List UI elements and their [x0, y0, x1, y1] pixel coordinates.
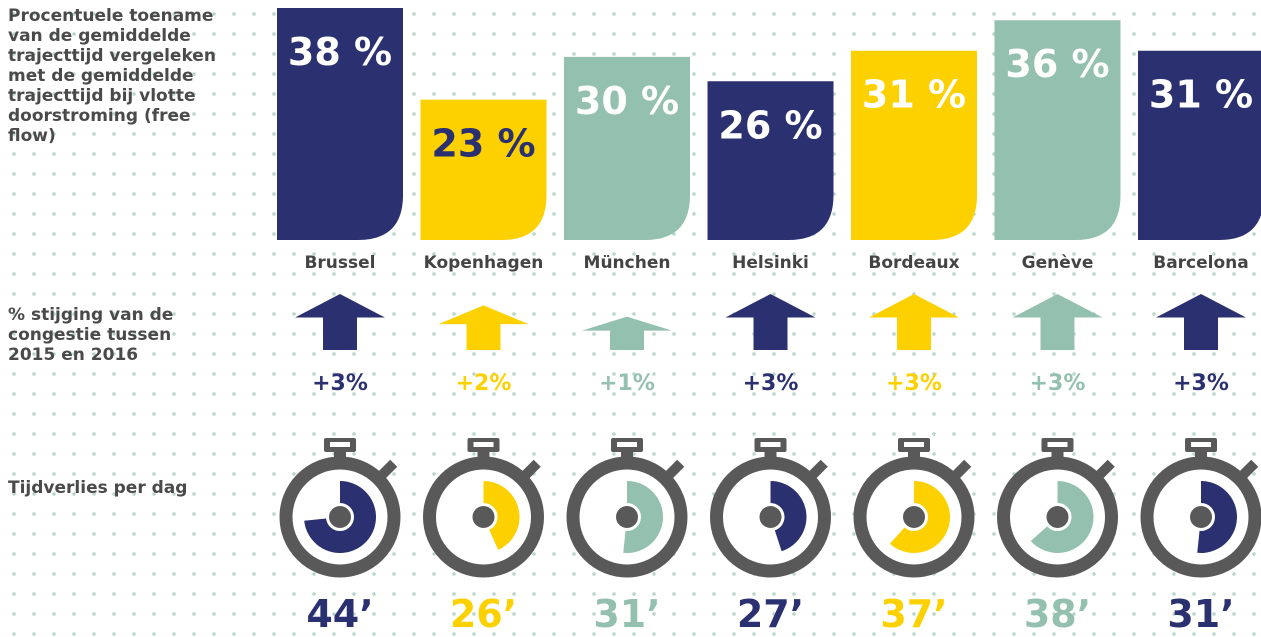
- time-arc: [1030, 480, 1094, 554]
- arrow-label: +2%: [456, 371, 512, 396]
- time-label: 44’: [306, 592, 373, 636]
- arrow: [1012, 294, 1103, 350]
- stopwatch-button: [665, 459, 685, 479]
- arrow-label: +3%: [886, 371, 942, 396]
- bar-label: 31 %: [1149, 73, 1253, 117]
- time-label: 27’: [737, 592, 804, 636]
- row-label: % stijging van de congestie tussen 2015 …: [8, 305, 174, 365]
- bar-label: 26 %: [718, 103, 822, 147]
- stopwatch-knob-line: [760, 442, 781, 447]
- time-arc: [483, 481, 520, 550]
- arrow-label: +3%: [1030, 371, 1086, 396]
- stopwatch-center: [616, 506, 638, 528]
- arrow: [582, 316, 672, 350]
- stopwatch-center: [1190, 506, 1212, 528]
- row-label: Procentuele toename van de gemiddelde tr…: [8, 6, 216, 146]
- bar-label: 36 %: [1005, 42, 1109, 86]
- stopwatch-knob-line: [1191, 442, 1211, 447]
- city-label: Brussel: [304, 253, 375, 273]
- bar: [564, 56, 690, 241]
- stopwatch-knob-line: [904, 442, 924, 447]
- arrow-label: +3%: [1173, 371, 1229, 396]
- bar: [707, 81, 834, 241]
- arrow: [869, 294, 959, 350]
- time-arc: [304, 481, 376, 554]
- arrow-label: +3%: [743, 371, 799, 396]
- city-label: Barcelona: [1153, 253, 1249, 273]
- arrow: [1156, 294, 1246, 350]
- stopwatch-knob-line: [330, 442, 350, 447]
- time-label: 37’: [880, 592, 947, 636]
- city-label: Bordeaux: [868, 253, 959, 273]
- stopwatch-button: [1096, 459, 1115, 479]
- stopwatch-center: [903, 506, 925, 528]
- row-label: Tijdverlies per dag: [8, 478, 188, 498]
- city-label: München: [584, 253, 671, 273]
- stopwatch-knob-line: [473, 442, 494, 447]
- bar-label: 38 %: [288, 30, 392, 74]
- time-arc: [623, 481, 663, 553]
- bar: [994, 20, 1121, 240]
- arrow: [295, 294, 385, 350]
- city-label: Kopenhagen: [424, 253, 544, 273]
- bar: [420, 99, 547, 240]
- bar-label: 30 %: [575, 79, 679, 123]
- arrow-label: +3%: [312, 371, 368, 396]
- stopwatch-center: [472, 506, 495, 528]
- arrow: [725, 294, 816, 350]
- stopwatch-knob-line: [617, 442, 637, 447]
- bar: [1138, 50, 1261, 240]
- stopwatch-knob-line: [1047, 442, 1068, 447]
- arrow-label: +1%: [599, 371, 655, 396]
- stopwatch-center: [759, 506, 782, 528]
- bar: [851, 50, 977, 240]
- city-label: Helsinki: [732, 253, 809, 273]
- stopwatch-center: [329, 506, 351, 528]
- time-label: 26’: [450, 592, 517, 636]
- time-arc: [770, 481, 807, 552]
- stopwatch-button: [952, 459, 972, 479]
- time-label: 31’: [1167, 592, 1234, 636]
- arrow: [438, 305, 529, 350]
- stopwatch-button: [378, 459, 398, 479]
- bar-label: 23 %: [431, 122, 535, 166]
- stopwatch-button: [809, 459, 828, 479]
- time-arc: [889, 481, 951, 554]
- stopwatch-button: [1239, 459, 1259, 479]
- time-arc: [1197, 481, 1237, 553]
- time-label: 31’: [593, 592, 660, 636]
- bar: [277, 8, 403, 240]
- time-label: 38’: [1024, 592, 1091, 636]
- stopwatch-center: [1046, 506, 1069, 528]
- bar-label: 31 %: [862, 73, 966, 117]
- stopwatch-button: [522, 459, 541, 479]
- city-label: Genève: [1022, 253, 1094, 273]
